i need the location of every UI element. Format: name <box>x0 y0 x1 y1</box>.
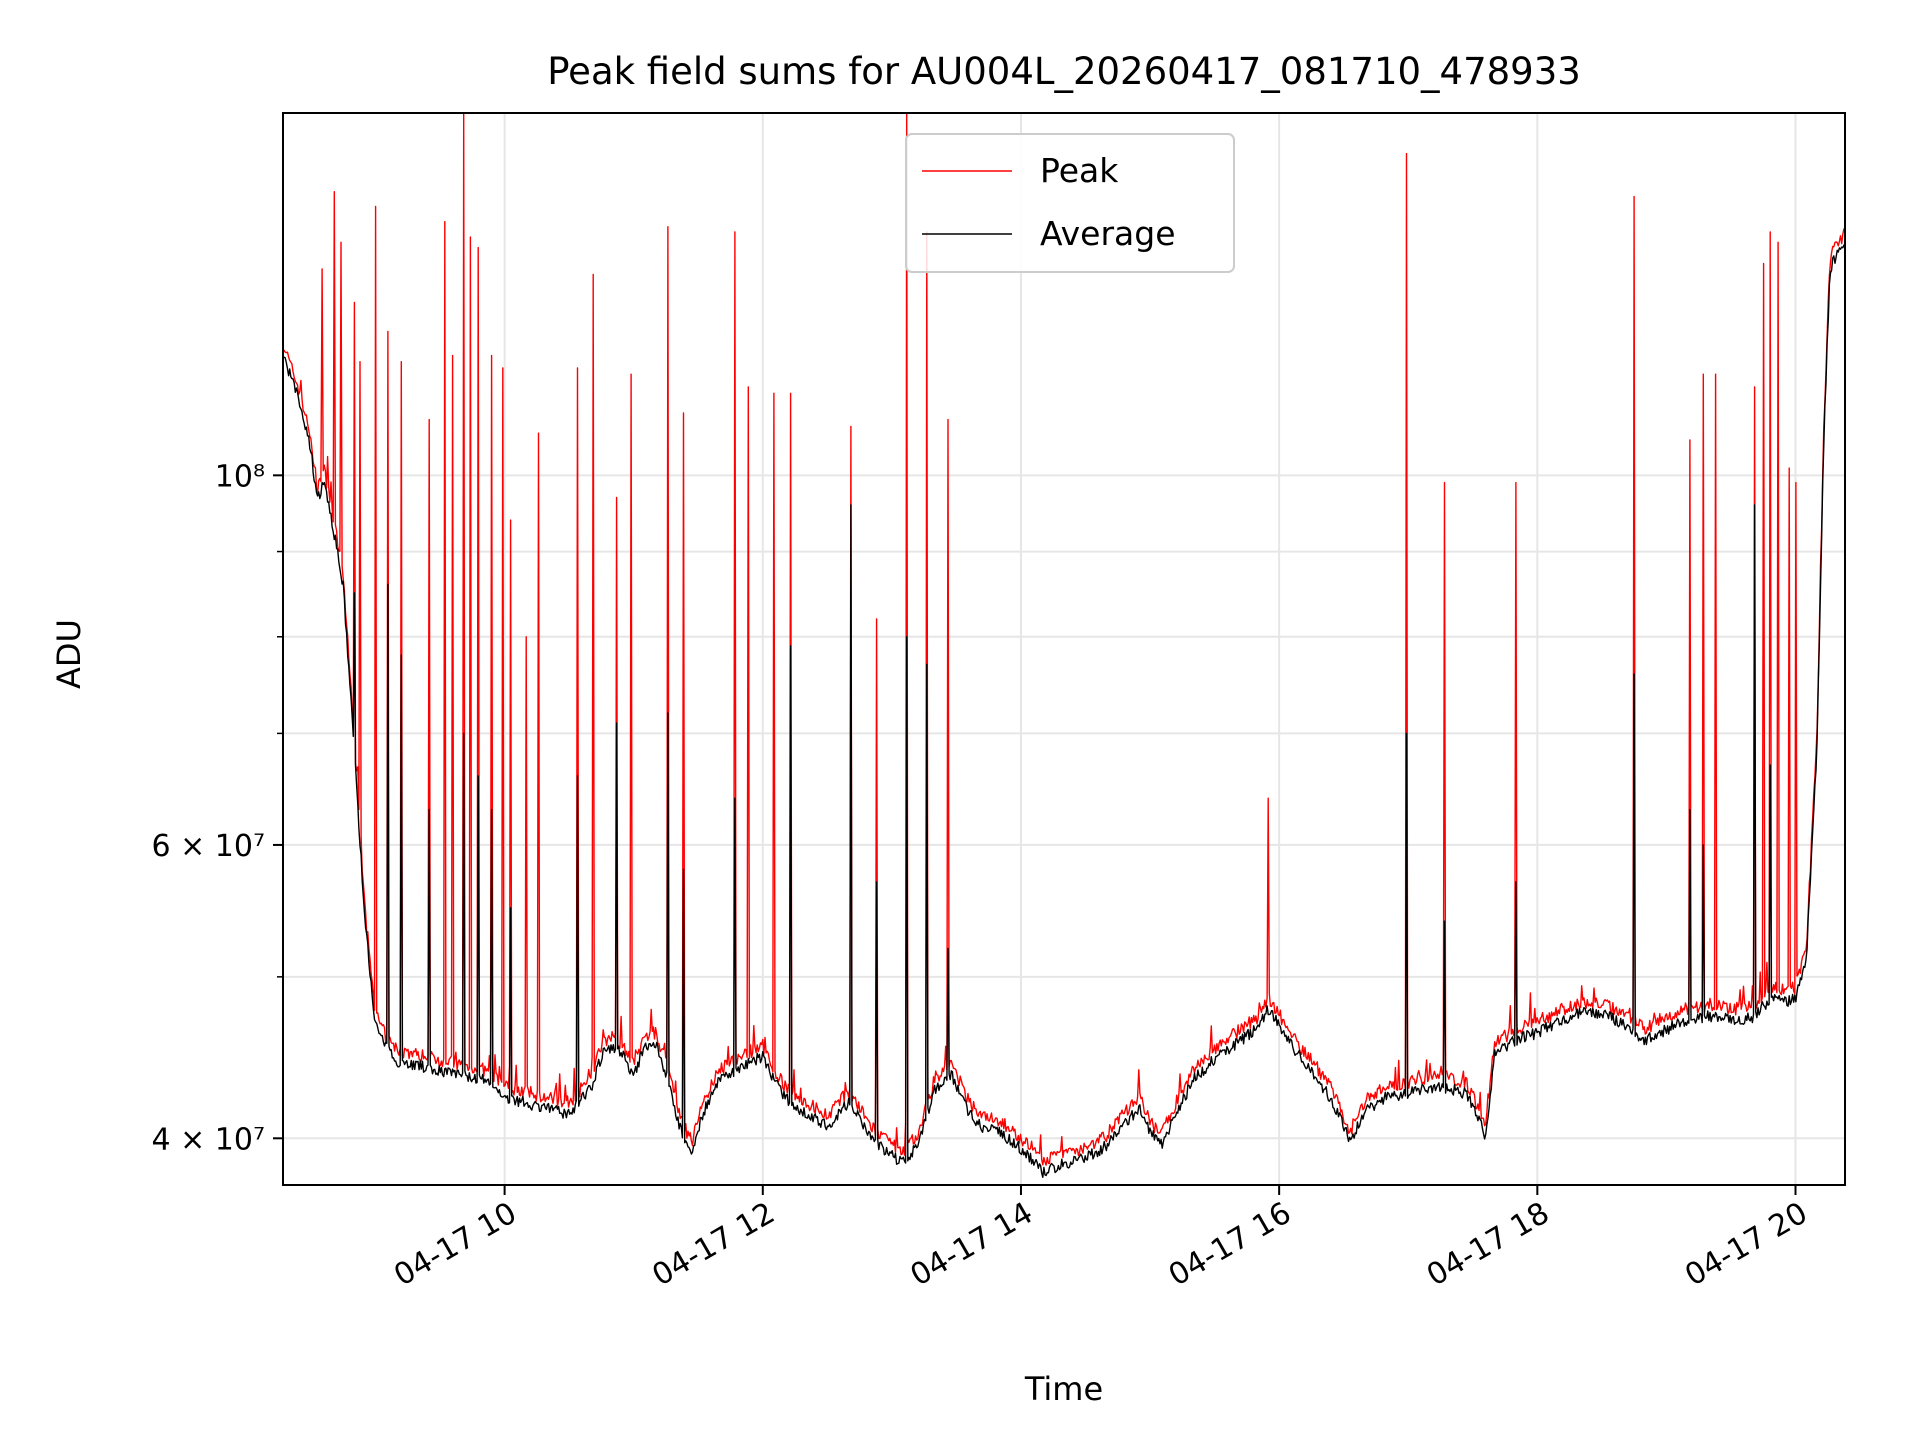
plot-area-frame <box>282 112 1846 1186</box>
y-axis-ticks: 4 × 10⁷ 6 × 10⁷ 10⁸ <box>152 459 283 1157</box>
y-tick-label: 10⁸ <box>215 459 265 494</box>
x-axis-title: Time <box>1024 1370 1103 1408</box>
series-line-average <box>282 243 1846 1179</box>
y-tick-label: 4 × 10⁷ <box>152 1122 266 1157</box>
series-layer <box>282 112 1846 1179</box>
grid-lines <box>283 113 1845 1185</box>
legend-label-peak: Peak <box>1040 151 1119 190</box>
y-tick-label: 6 × 10⁷ <box>152 829 266 864</box>
legend-label-average: Average <box>1040 214 1176 253</box>
y-axis-title: ADU <box>50 619 88 689</box>
chart-title: Peak field sums for AU004L_20260417_0817… <box>547 50 1581 93</box>
legend-box <box>905 133 1235 273</box>
legend: Peak Average <box>905 133 1235 273</box>
series-line-peak <box>282 112 1846 1166</box>
